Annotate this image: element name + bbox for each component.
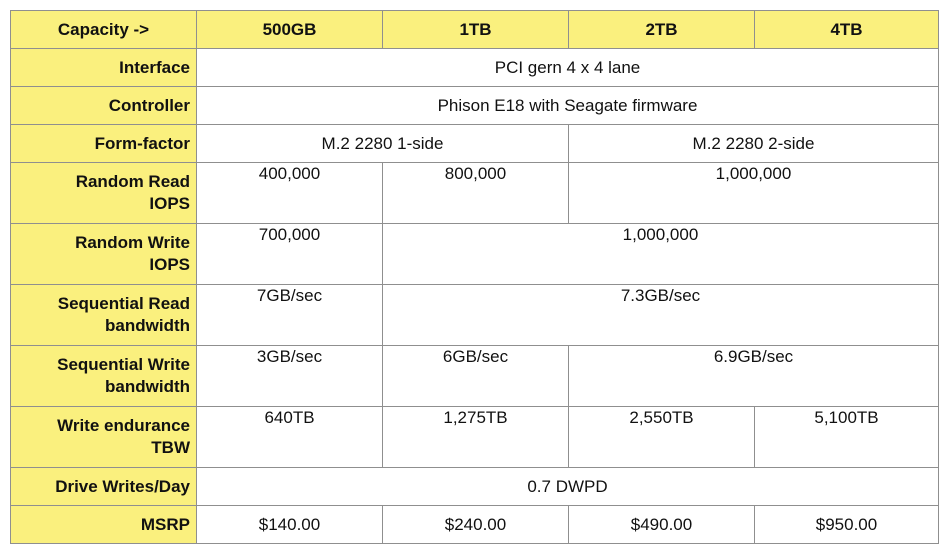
form-factor-row: Form-factor M.2 2280 1-side M.2 2280 2-s… <box>10 124 939 163</box>
msrp-label: MSRP <box>10 505 197 544</box>
capacity-500gb: 500GB <box>196 10 383 49</box>
random-read-500gb: 400,000 <box>196 162 383 224</box>
capacity-4tb: 4TB <box>754 10 939 49</box>
random-write-500gb: 700,000 <box>196 223 383 285</box>
seq-read-label: Sequential Read bandwidth <box>10 284 197 346</box>
endurance-row: Write endurance TBW 640TB 1,275TB 2,550T… <box>10 406 939 468</box>
controller-value: Phison E18 with Seagate firmware <box>196 86 939 125</box>
interface-row: Interface PCI gern 4 x 4 lane <box>10 48 939 87</box>
random-read-label-line2: IOPS <box>149 194 190 213</box>
seq-write-row: Sequential Write bandwidth 3GB/sec 6GB/s… <box>10 345 939 407</box>
seq-write-label: Sequential Write bandwidth <box>10 345 197 407</box>
capacity-header-label: Capacity -> <box>10 10 197 49</box>
msrp-1tb: $240.00 <box>382 505 569 544</box>
form-factor-label: Form-factor <box>10 124 197 163</box>
seq-write-1tb: 6GB/sec <box>382 345 569 407</box>
msrp-500gb: $140.00 <box>196 505 383 544</box>
spec-table-container: Capacity -> 500GB 1TB 2TB 4TB Interface … <box>10 10 939 544</box>
endurance-label: Write endurance TBW <box>10 406 197 468</box>
random-write-label-line2: IOPS <box>149 255 190 274</box>
seq-read-row: Sequential Read bandwidth 7GB/sec 7.3GB/… <box>10 284 939 346</box>
random-read-2-4tb: 1,000,000 <box>568 162 939 224</box>
seq-read-500gb: 7GB/sec <box>196 284 383 346</box>
random-write-row: Random Write IOPS 700,000 1,000,000 <box>10 223 939 285</box>
msrp-4tb: $950.00 <box>754 505 939 544</box>
endurance-2tb: 2,550TB <box>568 406 755 468</box>
seq-read-label-line2: bandwidth <box>105 316 190 335</box>
dwpd-value: 0.7 DWPD <box>196 467 939 506</box>
random-write-label-line1: Random Write <box>75 233 190 252</box>
random-read-1tb: 800,000 <box>382 162 569 224</box>
seq-write-label-line2: bandwidth <box>105 377 190 396</box>
form-factor-1side: M.2 2280 1-side <box>196 124 569 163</box>
random-read-row: Random Read IOPS 400,000 800,000 1,000,0… <box>10 162 939 224</box>
random-write-1-4tb: 1,000,000 <box>382 223 939 285</box>
spec-table: Capacity -> 500GB 1TB 2TB 4TB Interface … <box>10 10 939 544</box>
interface-label: Interface <box>10 48 197 87</box>
random-read-label-line1: Random Read <box>75 172 190 191</box>
random-read-label: Random Read IOPS <box>10 162 197 224</box>
seq-read-1-4tb: 7.3GB/sec <box>382 284 939 346</box>
seq-read-label-line1: Sequential Read <box>57 294 190 313</box>
capacity-2tb: 2TB <box>568 10 755 49</box>
seq-write-500gb: 3GB/sec <box>196 345 383 407</box>
msrp-row: MSRP $140.00 $240.00 $490.00 $950.00 <box>10 505 939 544</box>
header-row: Capacity -> 500GB 1TB 2TB 4TB <box>10 10 939 49</box>
capacity-1tb: 1TB <box>382 10 569 49</box>
dwpd-label: Drive Writes/Day <box>10 467 197 506</box>
controller-row: Controller Phison E18 with Seagate firmw… <box>10 86 939 125</box>
dwpd-row: Drive Writes/Day 0.7 DWPD <box>10 467 939 506</box>
msrp-2tb: $490.00 <box>568 505 755 544</box>
endurance-1tb: 1,275TB <box>382 406 569 468</box>
endurance-4tb: 5,100TB <box>754 406 939 468</box>
form-factor-2side: M.2 2280 2-side <box>568 124 939 163</box>
interface-value: PCI gern 4 x 4 lane <box>196 48 939 87</box>
controller-label: Controller <box>10 86 197 125</box>
endurance-500gb: 640TB <box>196 406 383 468</box>
seq-write-2-4tb: 6.9GB/sec <box>568 345 939 407</box>
seq-write-label-line1: Sequential Write <box>57 355 190 374</box>
endurance-label-line2: TBW <box>151 438 190 457</box>
endurance-label-line1: Write endurance <box>57 416 190 435</box>
random-write-label: Random Write IOPS <box>10 223 197 285</box>
